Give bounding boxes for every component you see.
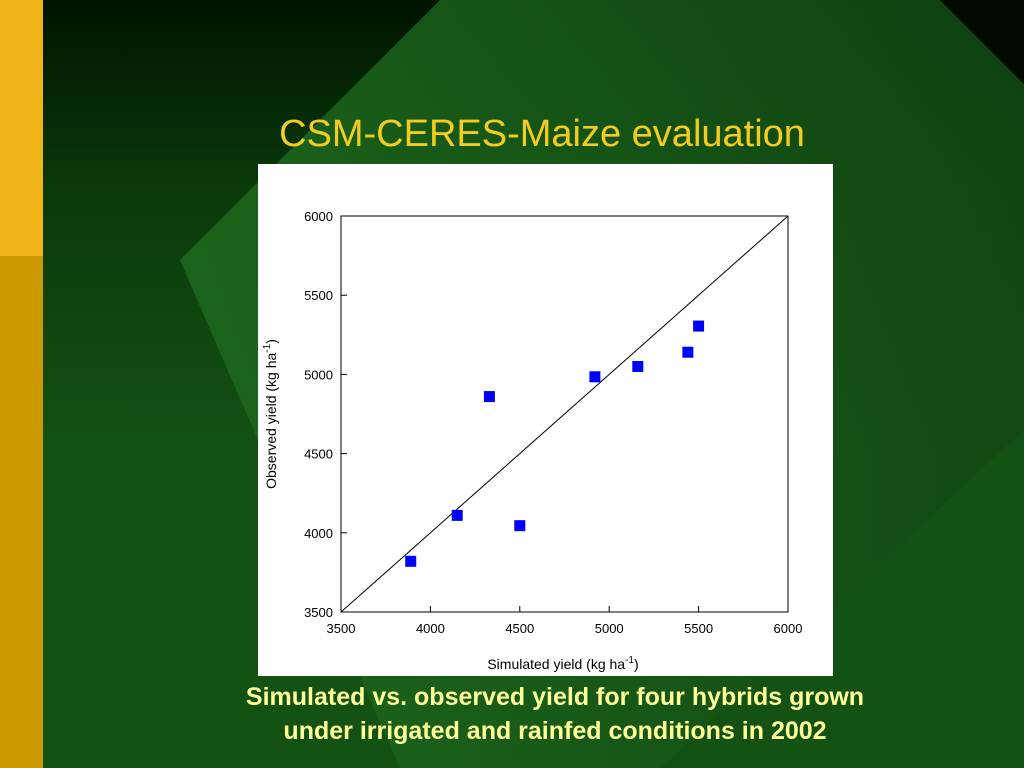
data-point — [682, 346, 694, 358]
data-point — [451, 509, 463, 521]
plot-area-frame — [340, 215, 789, 613]
y-tick-label: 3500 — [304, 605, 333, 620]
sidebar-bar-top — [0, 0, 43, 256]
y-tick-label: 4500 — [304, 447, 333, 462]
data-point — [589, 371, 601, 383]
caption-line-2: under irrigated and rainfed conditions i… — [283, 717, 827, 745]
scatter-chart: 3500 4000 4500 5000 5500 6000 3500 4000 4500 500… — [262, 209, 803, 672]
data-point — [693, 320, 705, 332]
caption-line-1: Simulated vs. observed yield for four hy… — [245, 683, 865, 711]
one-to-one-line — [340, 215, 789, 613]
y-tick-label: 5500 — [304, 288, 333, 303]
slide-title: CSM-CERES-Maize evaluation — [279, 113, 805, 155]
slide-caption: Simulated vs. observed yield for four hy… — [160, 680, 950, 748]
x-tick-label: 5000 — [595, 621, 624, 636]
data-point — [514, 520, 526, 532]
y-tick-label: 5000 — [304, 367, 333, 382]
x-tick-label: 6000 — [774, 621, 803, 636]
x-tick-label: 4000 — [416, 621, 445, 636]
x-tick-label: 4500 — [505, 621, 534, 636]
data-point — [405, 555, 417, 567]
y-axis-label: Observed yield (kg ha-1) — [262, 339, 279, 489]
x-axis-label: Simulated yield (kg ha-1) — [487, 655, 638, 672]
data-point — [632, 360, 644, 372]
sidebar-bar-bottom — [0, 256, 43, 768]
x-tick-label: 3500 — [327, 621, 356, 636]
y-tick-label: 4000 — [304, 526, 333, 541]
chart-panel: 3500 4000 4500 5000 5500 6000 3500 4000 4500 500… — [258, 164, 833, 676]
y-tick-label: 6000 — [304, 209, 333, 224]
data-point — [483, 391, 495, 403]
x-tick-label: 5500 — [684, 621, 713, 636]
